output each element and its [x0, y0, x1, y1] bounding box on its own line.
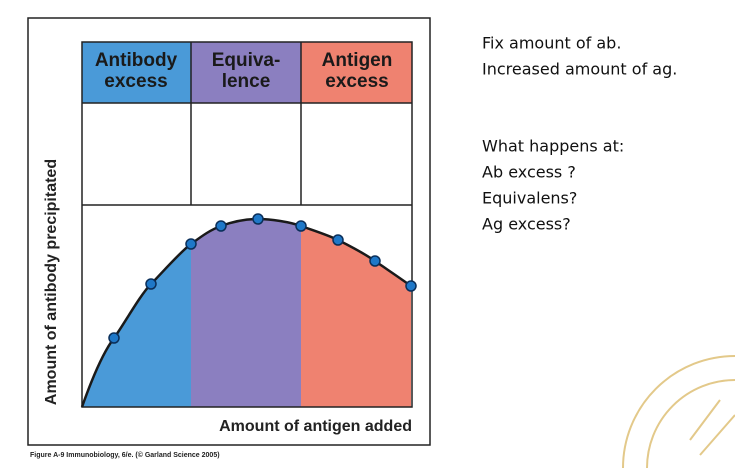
question-line: Equivalens?: [482, 189, 577, 208]
zone-header: [191, 42, 301, 103]
grid: [81, 41, 413, 408]
note-line: Fix amount of ab.: [482, 34, 621, 53]
note-line: Increased amount of ag.: [482, 60, 677, 79]
question-line: What happens at:: [482, 137, 624, 156]
area: [82, 219, 191, 407]
figure-frame: [27, 17, 431, 446]
y-axis-label: Amount of antibody precipitated: [43, 159, 60, 405]
x-axis-label: Amount of antigen added: [219, 418, 412, 435]
question-line: Ag excess?: [482, 215, 571, 234]
points: [108, 213, 417, 344]
zone-header: [82, 42, 191, 103]
zone-label: Antigen: [322, 50, 393, 71]
caption: Figure A-9 Immunobiology, 6/e. (© Garlan…: [30, 451, 220, 459]
zone-label: lence: [222, 71, 271, 92]
question-line: Ab excess ?: [482, 163, 576, 182]
area: [191, 219, 301, 407]
zone-label: excess: [325, 71, 388, 92]
zone-header: [301, 42, 412, 103]
curve: [80, 217, 412, 408]
zone-label: Equiva-: [212, 50, 281, 71]
area: [301, 219, 411, 407]
zone-label: excess: [104, 71, 167, 92]
seal: [622, 355, 735, 473]
zone-label: Antibody: [95, 50, 178, 71]
